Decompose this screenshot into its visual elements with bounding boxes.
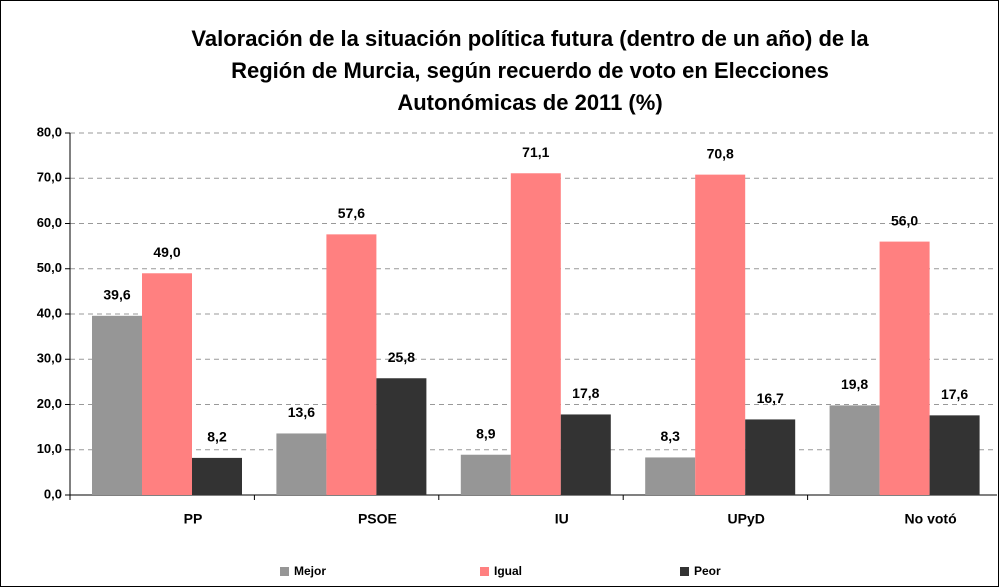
bar bbox=[376, 378, 427, 495]
legend-label: Mejor bbox=[294, 564, 326, 578]
y-tick-label: 60,0 bbox=[37, 215, 62, 230]
legend-swatch bbox=[680, 567, 689, 576]
y-tick-label: 10,0 bbox=[37, 441, 62, 456]
y-tick-label: 70,0 bbox=[37, 170, 62, 185]
bar bbox=[510, 173, 561, 495]
bar bbox=[326, 234, 377, 496]
value-label: 17,8 bbox=[572, 385, 599, 401]
value-label: 56,0 bbox=[891, 212, 918, 228]
y-tick-label: 0,0 bbox=[44, 486, 62, 501]
bar bbox=[460, 454, 511, 495]
legend-swatch bbox=[280, 567, 289, 576]
bar bbox=[829, 405, 880, 495]
bar bbox=[695, 174, 746, 495]
x-tick-label: UPyD bbox=[728, 511, 765, 527]
legend-label: Igual bbox=[494, 564, 522, 578]
x-tick-label: PP bbox=[184, 511, 203, 527]
value-label: 39,6 bbox=[103, 287, 130, 303]
chart-title: Valoración de la situación política futu… bbox=[191, 26, 869, 51]
value-label: 25,8 bbox=[388, 349, 415, 365]
bar bbox=[142, 273, 192, 495]
value-label: 49,0 bbox=[153, 244, 180, 260]
value-label: 8,2 bbox=[207, 429, 227, 445]
y-tick-label: 50,0 bbox=[37, 260, 62, 275]
x-tick-label: IU bbox=[555, 511, 569, 527]
value-label: 8,3 bbox=[660, 428, 680, 444]
bar bbox=[645, 457, 696, 495]
bar bbox=[92, 315, 142, 495]
y-tick-label: 80,0 bbox=[37, 124, 62, 139]
value-label: 71,1 bbox=[522, 144, 549, 160]
value-label: 70,8 bbox=[707, 145, 734, 161]
x-tick-label: No votó bbox=[905, 511, 957, 527]
bar bbox=[929, 415, 980, 495]
value-label: 13,6 bbox=[288, 404, 315, 420]
value-label: 19,8 bbox=[841, 376, 868, 392]
bar bbox=[276, 433, 327, 495]
bar bbox=[745, 419, 796, 495]
value-label: 17,6 bbox=[941, 386, 968, 402]
legend-label: Peor bbox=[694, 564, 721, 578]
value-label: 16,7 bbox=[757, 390, 784, 406]
chart-title: Región de Murcia, según recuerdo de voto… bbox=[231, 58, 829, 83]
bar bbox=[560, 414, 611, 495]
legend-swatch bbox=[480, 567, 489, 576]
bar bbox=[192, 457, 242, 495]
y-tick-label: 30,0 bbox=[37, 351, 62, 366]
value-label: 8,9 bbox=[476, 425, 496, 441]
y-tick-label: 40,0 bbox=[37, 305, 62, 320]
x-tick-label: PSOE bbox=[358, 511, 397, 527]
y-tick-label: 20,0 bbox=[37, 396, 62, 411]
value-label: 57,6 bbox=[338, 205, 365, 221]
chart-title: Autonómicas de 2011 (%) bbox=[397, 90, 662, 115]
bar bbox=[879, 241, 930, 495]
